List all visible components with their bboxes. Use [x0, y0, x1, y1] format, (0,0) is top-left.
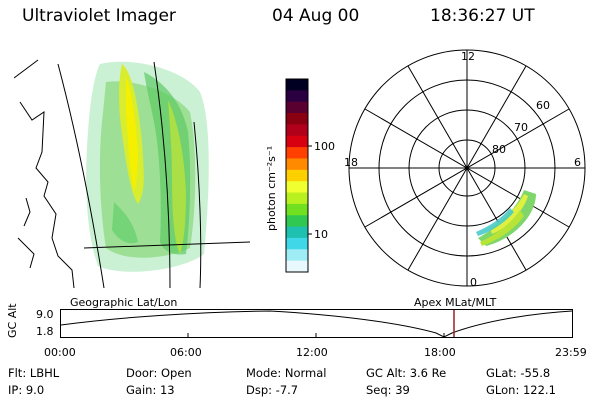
altitude-tick-1-8: 1.8 — [36, 325, 54, 338]
polar-mlt-plot: 12 6 0 18 60 70 80 — [344, 49, 586, 289]
color-tick-label-10: 10 — [314, 228, 328, 241]
apex-map-label: Apex MLat/MLT — [414, 296, 497, 309]
filter-info: Flt: LBHL — [8, 366, 60, 380]
color-scale-stripes — [286, 79, 308, 273]
color-scale-stripe — [286, 215, 308, 228]
time-tick-1200: 12:00 — [296, 346, 328, 359]
time-tick-0000: 00:00 — [44, 346, 76, 359]
color-scale-stripe — [286, 79, 308, 91]
ip-info: IP: 9.0 — [8, 383, 45, 397]
color-scale-stripe — [286, 135, 308, 148]
color-scale-stripe — [286, 147, 308, 159]
date-label: 04 Aug 00 — [272, 6, 360, 26]
sequence-info: Seq: 39 — [366, 383, 410, 397]
polar-grid — [348, 49, 586, 287]
time-tick-2359: 23:59 — [555, 346, 587, 359]
coastline — [14, 59, 75, 288]
color-scale-stripe — [286, 124, 308, 137]
time-tick-0600: 06:00 — [170, 346, 202, 359]
color-scale-stripe — [286, 181, 308, 194]
gc-altitude-info: GC Alt: 3.6 Re — [366, 366, 447, 380]
geographic-map-label: Geographic Lat/Lon — [70, 296, 178, 309]
geographic-grid — [57, 61, 250, 288]
time-label: 18:36:27 UT — [430, 6, 535, 26]
time-tick-1800: 18:00 — [424, 346, 456, 359]
color-scale-stripe — [286, 169, 308, 182]
altitude-strip-chart — [60, 309, 573, 338]
color-scale-stripe — [286, 158, 308, 171]
gain-info: Gain: 13 — [126, 383, 175, 397]
color-scale-stripe — [286, 260, 308, 273]
color-scale-stripe — [286, 203, 308, 216]
polar-aurora-emission — [476, 190, 536, 246]
color-scale-bar: photon cm⁻²s⁻¹ — [265, 78, 312, 273]
lat-label-60: 60 — [536, 99, 550, 112]
mlt-label-0: 0 — [470, 276, 477, 289]
dsp-info: Dsp: -7.7 — [246, 383, 299, 397]
door-info: Door: Open — [126, 366, 192, 380]
color-scale-frame — [285, 78, 309, 273]
color-scale-stripe — [286, 249, 308, 262]
mlt-label-18: 18 — [344, 156, 358, 169]
mlt-label-6: 6 — [574, 156, 581, 169]
mlt-label-12: 12 — [461, 50, 475, 63]
color-scale-stripe — [286, 101, 308, 114]
instrument-title: Ultraviolet Imager — [22, 6, 176, 26]
lat-label-80: 80 — [492, 143, 506, 156]
color-scale-unit: photon cm⁻²s⁻¹ — [265, 146, 278, 231]
color-scale-stripe — [286, 192, 308, 205]
color-scale-stripe — [286, 113, 308, 125]
geographic-auroral-image — [14, 59, 250, 288]
geographic-latitude-info: GLat: -55.8 — [486, 366, 551, 380]
color-tick-label-100: 100 — [314, 140, 335, 153]
altitude-tick-9: 9.0 — [36, 308, 54, 321]
altitude-axis-label: GC Alt — [6, 303, 19, 338]
geographic-longitude-info: GLon: 122.1 — [486, 383, 556, 397]
color-scale-stripe — [286, 237, 308, 250]
color-scale-stripe — [286, 226, 308, 239]
color-scale-stripe — [286, 90, 308, 103]
lat-label-70: 70 — [514, 121, 528, 134]
mode-info: Mode: Normal — [246, 366, 327, 380]
aurora-emission — [86, 61, 209, 272]
altitude-curve — [60, 310, 573, 338]
